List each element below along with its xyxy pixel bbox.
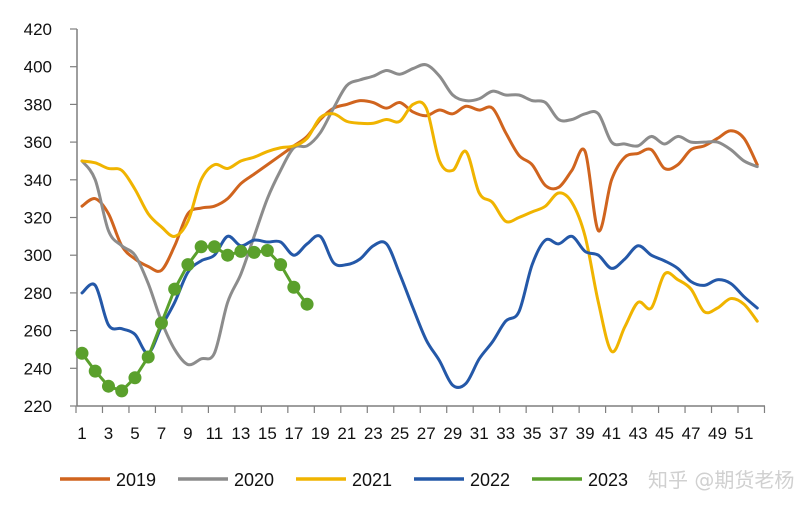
x-tick-label: 29 (443, 424, 462, 443)
series-2021 (80, 100, 759, 354)
data-point-2023 (101, 379, 115, 393)
legend-label: 2022 (470, 470, 510, 490)
x-tick-label: 21 (337, 424, 356, 443)
x-tick-label: 51 (735, 424, 754, 443)
series-line-2021 (80, 100, 759, 354)
x-tick-label: 35 (523, 424, 542, 443)
legend-item-2019: 2019 (60, 470, 156, 490)
x-tick-label: 43 (629, 424, 648, 443)
legend-label: 2023 (588, 470, 628, 490)
y-tick-label: 400 (24, 58, 52, 77)
data-point-2023 (300, 297, 314, 311)
data-point-2023 (274, 258, 288, 272)
data-point-2023 (194, 240, 208, 254)
x-tick-label: 15 (258, 424, 277, 443)
series-group (75, 63, 759, 398)
y-tick-label: 220 (24, 397, 52, 416)
data-point-2023 (287, 280, 301, 294)
x-tick-label: 49 (708, 424, 727, 443)
x-tick-label: 13 (231, 424, 250, 443)
x-tick-label: 23 (364, 424, 383, 443)
x-tick-label: 11 (206, 424, 224, 443)
watermark: 知乎 @期货老杨 (648, 468, 794, 492)
y-tick-label: 260 (24, 322, 52, 341)
data-point-2023 (207, 240, 221, 254)
series-2022 (80, 234, 759, 389)
legend-label: 2019 (116, 470, 156, 490)
data-point-2023 (168, 282, 182, 296)
y-tick-label: 360 (24, 133, 52, 152)
x-tick-label: 27 (417, 424, 436, 443)
data-point-2023 (247, 245, 261, 259)
x-tick-label: 45 (655, 424, 674, 443)
x-tick-label: 17 (284, 424, 303, 443)
data-point-2023 (75, 346, 89, 360)
x-tick-label: 3 (104, 424, 113, 443)
data-point-2023 (221, 248, 235, 262)
data-point-2023 (154, 316, 168, 330)
y-tick-label: 300 (24, 246, 52, 265)
y-tick-label: 240 (24, 359, 52, 378)
data-point-2023 (234, 244, 248, 258)
x-tick-label: 33 (496, 424, 515, 443)
data-point-2023 (115, 384, 129, 398)
x-tick-label: 19 (311, 424, 330, 443)
series-line-2020 (80, 63, 759, 367)
series-line-2019 (80, 99, 759, 273)
data-point-2023 (141, 350, 155, 364)
data-point-2023 (88, 364, 102, 378)
x-tick-label: 31 (470, 424, 489, 443)
legend-item-2022: 2022 (414, 470, 510, 490)
y-tick-label: 420 (24, 20, 52, 39)
x-tick-label: 1 (77, 424, 86, 443)
legend-label: 2021 (352, 470, 392, 490)
x-tick-label: 5 (130, 424, 139, 443)
series-2020 (80, 63, 759, 367)
x-tick-label: 25 (390, 424, 409, 443)
y-tick-label: 280 (24, 284, 52, 303)
series-line-2022 (80, 234, 759, 389)
series-2019 (80, 99, 759, 273)
y-tick-label: 340 (24, 171, 52, 190)
legend-item-2020: 2020 (178, 470, 274, 490)
legend-item-2023: 2023 (532, 470, 628, 490)
data-point-2023 (260, 243, 274, 257)
legend-label: 2020 (234, 470, 274, 490)
x-tick-label: 9 (183, 424, 192, 443)
y-tick-label: 380 (24, 95, 52, 114)
legend-item-2021: 2021 (296, 470, 392, 490)
y-tick-label: 320 (24, 209, 52, 228)
x-tick-label: 7 (157, 424, 166, 443)
x-tick-label: 39 (576, 424, 595, 443)
x-tick-label: 47 (682, 424, 701, 443)
series-2023 (75, 240, 314, 398)
data-point-2023 (128, 371, 142, 385)
series-line-2023 (80, 245, 309, 393)
x-tick-label: 41 (602, 424, 621, 443)
x-tick-label: 37 (549, 424, 568, 443)
legend: 2019 2020 2021 2022 2023 (60, 470, 628, 490)
data-point-2023 (181, 258, 195, 272)
